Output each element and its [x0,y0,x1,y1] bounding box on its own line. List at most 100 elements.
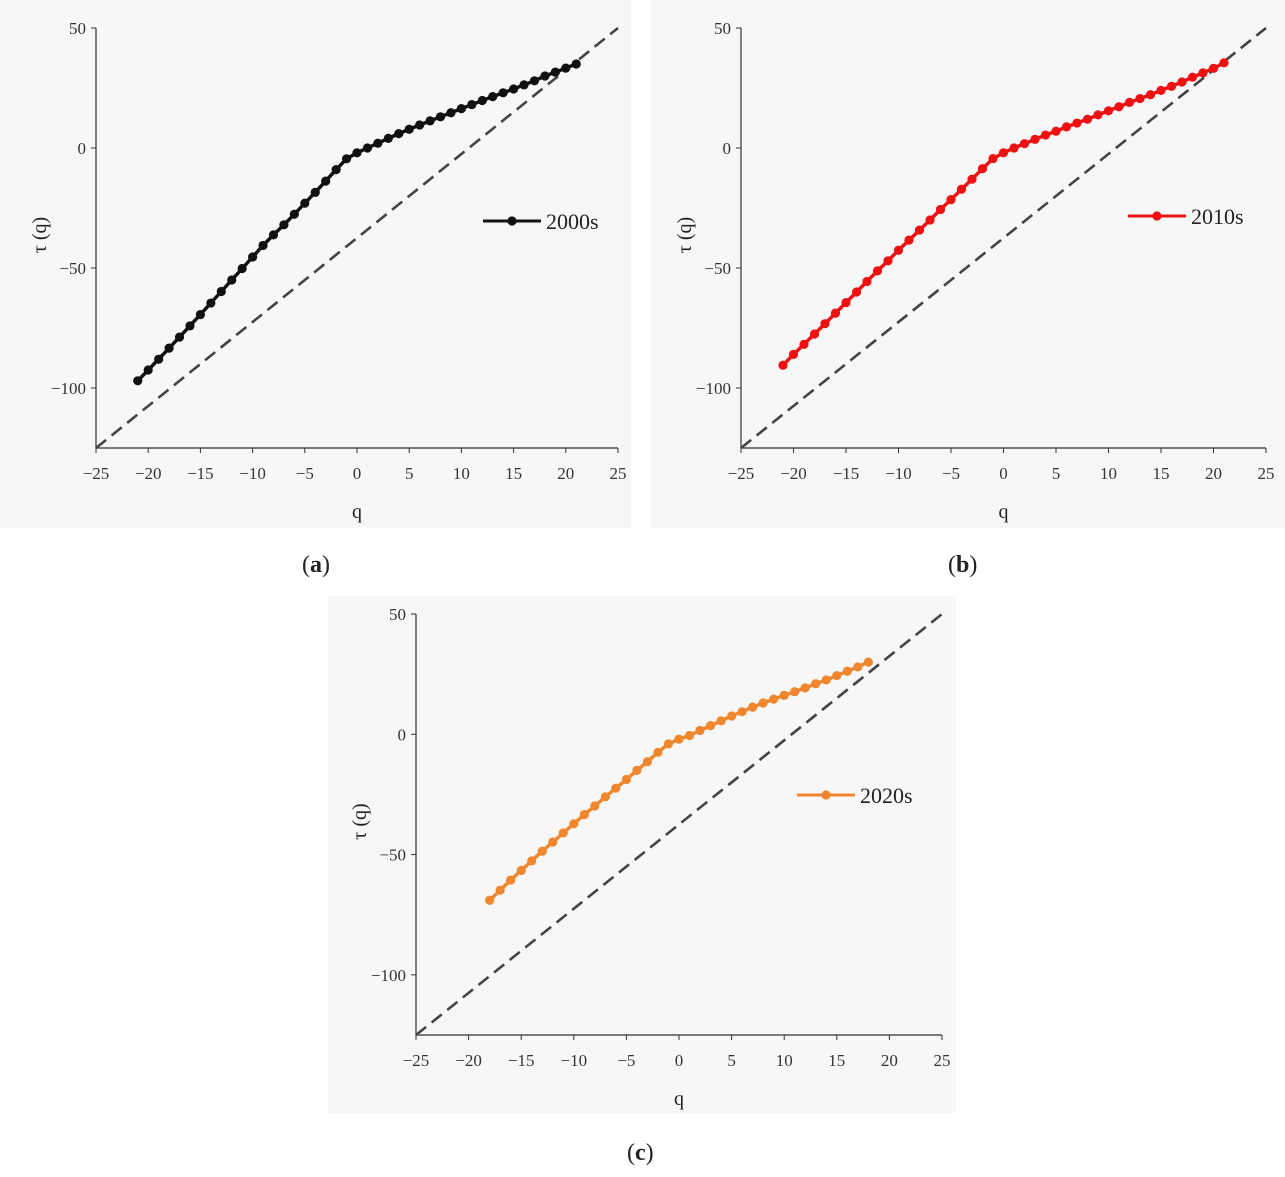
data-point [540,71,550,81]
y-tick-label: −50 [59,259,86,278]
x-tick-label: 20 [881,1051,898,1070]
data-point [206,298,216,308]
data-point [925,215,935,225]
data-point [758,698,768,708]
data-point [415,120,425,130]
data-point [506,875,516,885]
data-point [174,332,185,342]
x-tick-label: 15 [1153,464,1170,483]
data-point [435,112,446,122]
caption-b-letter: b [956,552,970,578]
data-point [467,99,477,110]
data-point [1187,72,1198,82]
legend-marker [1152,211,1162,221]
data-point [488,92,498,102]
data-point [310,187,320,197]
data-point [571,59,581,69]
data-point [331,165,341,175]
data-point [1145,90,1156,100]
legend-label: 2000s [546,209,599,234]
data-point [590,801,600,811]
data-point [1166,81,1177,91]
x-tick-label: −20 [780,464,807,483]
data-point [133,376,143,386]
data-point [862,276,872,287]
reference-dashed-line [740,26,1267,450]
data-point [1093,110,1103,120]
data-point [642,757,653,767]
x-tick-label: −25 [728,464,755,483]
x-tick-label: 25 [610,464,627,483]
x-tick-label: 15 [828,1051,845,1070]
data-point [425,116,435,126]
series-line-2020s [488,660,870,902]
data-point [914,225,925,235]
x-tick-label: 25 [1258,464,1275,483]
x-axis-label: q [999,501,1009,523]
data-point [352,148,362,158]
data-point [778,360,788,370]
data-point [550,67,560,77]
legend-label: 2020s [860,783,913,808]
data-point [853,662,863,672]
data-point [695,725,705,736]
y-tick-label: 50 [714,19,731,38]
y-axis-label: τ (q) [349,803,371,839]
y-tick-label: 0 [398,725,407,744]
panel-b-background [650,0,1285,528]
y-tick-label: −100 [51,379,86,398]
data-point [663,739,674,749]
data-point [1135,93,1145,104]
data-point [446,108,456,118]
y-tick-label: −100 [371,966,406,985]
data-point [569,819,579,829]
data-point [600,792,610,802]
legend-label: 2010s [1191,204,1244,229]
data-point [632,765,642,775]
data-point [498,88,508,98]
x-tick-label: 10 [1100,464,1117,483]
x-tick-label: −5 [296,464,314,483]
data-point [404,124,414,134]
data-point [779,690,789,700]
data-point [821,675,831,685]
x-tick-label: −10 [561,1051,588,1070]
data-point [519,80,529,90]
data-point [956,184,967,194]
data-point [1040,130,1051,140]
x-tick-label: 5 [727,1051,736,1070]
caption-c-letter: c [635,1140,646,1166]
data-point [769,694,779,704]
data-point [1198,68,1208,78]
y-tick-label: −100 [696,379,731,398]
data-point [830,308,841,318]
data-point [248,252,258,262]
x-tick-label: 25 [934,1051,951,1070]
data-point [872,266,883,276]
x-tick-label: 5 [1052,464,1061,483]
data-point [485,895,495,905]
caption-a: (a) [302,552,330,578]
data-point [195,309,205,320]
data-point [383,133,393,143]
x-tick-label: 20 [1205,464,1222,483]
data-point [154,354,164,364]
data-point [893,245,904,255]
data-point [516,865,526,876]
x-tick-label: −15 [508,1051,535,1070]
data-point [1019,139,1030,149]
y-tick-label: 50 [389,605,406,624]
data-point [832,670,842,681]
x-tick-label: 15 [505,464,522,483]
y-tick-label: 0 [78,139,87,158]
data-point [727,711,737,721]
data-point [809,329,820,339]
data-point [227,275,237,285]
legend-marker [507,216,517,226]
x-tick-label: 10 [453,464,470,483]
data-point [216,286,226,297]
caption-a-letter: a [310,552,322,578]
data-point [258,240,268,251]
